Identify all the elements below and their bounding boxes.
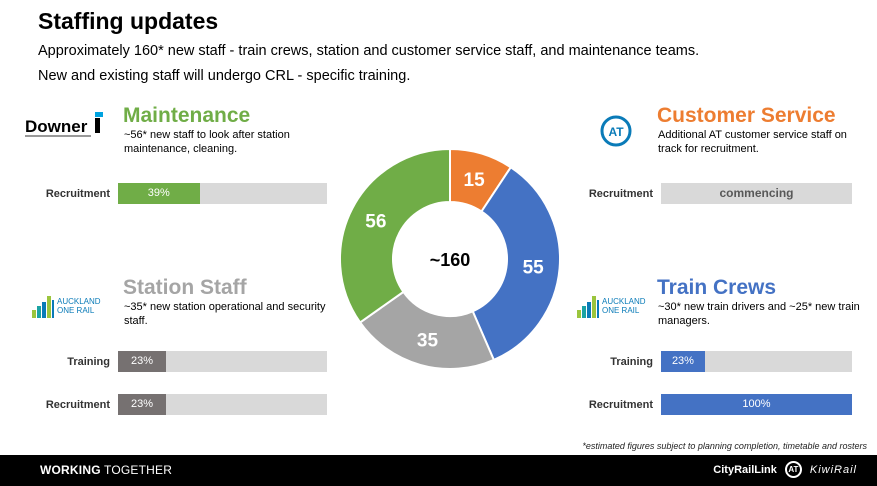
at-logo-text: AT [608,125,624,139]
customer-service-recruitment-label: Recruitment [588,188,653,200]
aor-logo-2-text-2: ONE RAIL [602,306,640,315]
train-crews-training-fill: 23% [661,351,705,372]
maintenance-desc: ~56* new staff to look after station mai… [124,129,290,155]
subtitle-1: Approximately 160* new staff - train cre… [38,43,700,59]
station-staff-title: Station Staff [123,276,247,299]
station-staff-training-bar: 23% [118,351,327,372]
auckland-one-rail-logo-2: AUCKLAND ONE RAIL [575,290,660,320]
aor-logo-2-text-1: AUCKLAND [602,297,646,306]
donut-slice-56 [339,147,451,324]
downer-logo-text: Downer [25,117,88,136]
maintenance-recruitment-label: Recruitment [45,188,110,200]
staff-donut-chart: 15 55 35 56 ~160 [339,147,561,370]
subtitle-2: New and existing staff will undergo CRL … [38,68,411,84]
footer-working: WORKING [40,463,101,477]
train-crews-recruitment-fill: 100% [661,394,852,415]
donut-slice-35 [358,290,496,370]
customer-service-recruitment-bar: commencing [661,183,852,204]
donut-slice-55 [471,165,561,362]
cityraillink-logo: CityRailLink [713,463,777,476]
donut-center-label: ~160 [430,250,471,270]
aor-logo-text-1: AUCKLAND [57,297,101,306]
customer-service-title: Customer Service [657,104,836,127]
donut-label-35: 35 [417,330,439,351]
train-crews-recruitment-bar: 100% [661,394,852,415]
station-staff-training-fill: 23% [118,351,167,372]
maintenance-recruitment-fill: 39% [118,183,200,204]
train-crews-training-label: Training [610,356,653,368]
donut-label-56: 56 [365,212,386,233]
footer-together: TOGETHER [100,463,173,477]
donut-label-55: 55 [523,257,545,278]
footer-working-together: WORKING TOGETHER [40,463,172,477]
station-staff-recruitment-bar: 23% [118,394,327,415]
maintenance-title: Maintenance [123,104,251,127]
station-staff-recruitment-fill: 23% [118,394,167,415]
station-staff-recruitment-label: Recruitment [45,399,110,411]
footer-at-logo: AT [784,461,802,478]
footer-bar: WORKING TOGETHER CityRailLink AT KiwiRai… [0,455,877,486]
aor-logo-text-2: ONE RAIL [57,306,95,315]
auckland-one-rail-logo: AUCKLAND ONE RAIL [30,290,115,320]
at-logo: AT [600,115,632,147]
maintenance-recruitment-bar: 39% [118,183,327,204]
customer-service-desc: Additional AT customer service staff on … [658,129,847,155]
page-title: Staffing updates [38,8,219,34]
footnote: *estimated figures subject to planning c… [582,441,867,451]
downer-logo: Downer [25,112,107,142]
kiwirail-logo: KiwiRail [809,463,857,476]
train-crews-desc: ~30* new train drivers and ~25* new trai… [658,301,860,327]
station-staff-training-label: Training [67,356,110,368]
station-staff-desc: ~35* new station operational and securit… [124,301,326,327]
train-crews-recruitment-label: Recruitment [588,399,653,411]
donut-svg: 15 55 35 56 ~160 [339,147,561,370]
train-crews-title: Train Crews [657,276,777,299]
customer-service-recruitment-status: commencing [719,186,794,200]
footer-logos: CityRailLink AT KiwiRail [713,461,857,478]
donut-label-15: 15 [464,170,486,191]
train-crews-training-bar: 23% [661,351,852,372]
